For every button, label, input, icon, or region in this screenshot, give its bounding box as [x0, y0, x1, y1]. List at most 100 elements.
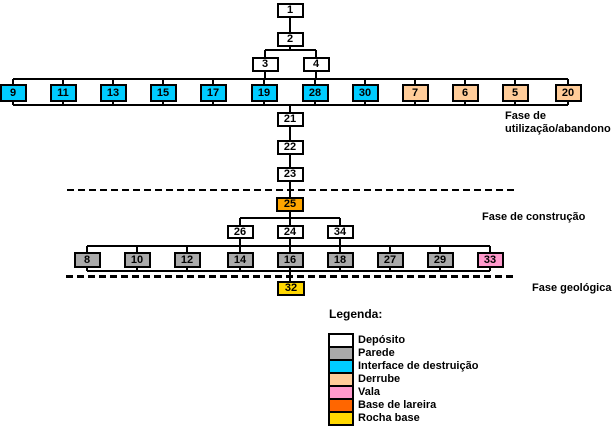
connector-line	[264, 50, 266, 57]
connector-line	[136, 268, 138, 271]
connector-line	[314, 79, 316, 84]
box-10: 10	[123, 252, 151, 268]
box-33: 33	[476, 252, 504, 268]
connector-line	[13, 78, 568, 80]
box-14: 14	[226, 252, 254, 268]
legend-item: Rocha base	[328, 411, 478, 426]
legend-label-vala: Vala	[358, 386, 381, 398]
phase-label-utilizacao-abandono: Fase de utilização/abandono	[505, 110, 611, 135]
box-7: 7	[401, 84, 429, 102]
connector-line	[289, 239, 291, 246]
connector-line	[289, 268, 291, 271]
box-29: 29	[426, 252, 454, 268]
box-2: 2	[276, 32, 304, 47]
connector-line	[339, 246, 341, 252]
legend-label-rocha-base: Rocha base	[358, 412, 420, 424]
connector-line	[86, 246, 88, 252]
connector-line	[464, 102, 466, 105]
connector-line	[265, 49, 316, 51]
connector-line	[239, 239, 241, 246]
box-21: 21	[276, 112, 304, 127]
connector-line	[314, 102, 316, 105]
legend: Legenda: Depósito Parede Interface de de…	[328, 307, 478, 426]
box-15: 15	[149, 84, 177, 102]
box-26: 26	[226, 225, 254, 239]
connector-line	[263, 79, 265, 84]
box-12: 12	[173, 252, 201, 268]
box-9: 9	[0, 84, 27, 102]
connector-line	[567, 102, 569, 105]
connector-line	[289, 47, 291, 50]
box-24: 24	[276, 225, 304, 239]
legend-label-parede: Parede	[358, 347, 395, 359]
legend-label-deposito: Depósito	[358, 334, 406, 346]
box-11: 11	[49, 84, 77, 102]
legend-label-interface-destruicao: Interface de destruição	[358, 360, 479, 372]
connector-line	[239, 218, 241, 225]
legend-item: Base de lareira	[328, 398, 478, 413]
connector-line	[112, 79, 114, 84]
box-27: 27	[376, 252, 404, 268]
connector-line	[514, 79, 516, 84]
connector-line	[162, 102, 164, 105]
connector-line	[315, 50, 317, 57]
box-19: 19	[250, 84, 278, 102]
box-22: 22	[276, 140, 304, 155]
connector-line	[86, 268, 88, 271]
connector-line	[264, 72, 266, 79]
box-3: 3	[251, 57, 279, 72]
connector-line	[12, 79, 14, 84]
connector-line	[186, 268, 188, 271]
connector-line	[389, 246, 391, 252]
connector-line	[339, 239, 341, 246]
box-25: 25	[276, 197, 304, 212]
box-23: 23	[276, 167, 304, 182]
box-18: 18	[326, 252, 354, 268]
connector-line	[239, 246, 241, 252]
connector-line	[339, 218, 341, 225]
connector-line	[289, 212, 291, 218]
connector-line	[289, 18, 291, 32]
connector-line	[289, 155, 291, 167]
connector-line	[364, 102, 366, 105]
connector-line	[289, 218, 291, 225]
box-5: 5	[501, 84, 529, 102]
connector-line	[514, 102, 516, 105]
phase-separator-1	[67, 189, 514, 191]
phase-label-geologica: Fase geológica	[532, 282, 612, 294]
connector-line	[364, 79, 366, 84]
connector-line	[414, 79, 416, 84]
connector-line	[439, 268, 441, 271]
legend-label-base-lareira: Base de lareira	[358, 399, 437, 411]
box-30: 30	[351, 84, 379, 102]
box-34: 34	[326, 225, 354, 239]
connector-line	[315, 72, 317, 79]
connector-line	[489, 246, 491, 252]
box-8: 8	[73, 252, 101, 268]
box-32: 32	[277, 281, 305, 296]
box-4: 4	[302, 57, 330, 72]
connector-line	[87, 270, 490, 272]
box-1: 1	[276, 3, 304, 18]
connector-line	[289, 105, 291, 112]
box-6: 6	[451, 84, 479, 102]
connector-line	[289, 127, 291, 140]
connector-line	[439, 246, 441, 252]
box-16: 16	[276, 252, 304, 268]
connector-line	[464, 79, 466, 84]
box-28: 28	[301, 84, 329, 102]
connector-line	[212, 79, 214, 84]
connector-line	[112, 102, 114, 105]
connector-line	[567, 79, 569, 84]
connector-line	[212, 102, 214, 105]
legend-swatch-rocha-base	[328, 411, 354, 426]
connector-line	[162, 79, 164, 84]
connector-line	[186, 246, 188, 252]
connector-line	[62, 79, 64, 84]
phase-label-construcao: Fase de construção	[482, 211, 586, 223]
connector-line	[414, 102, 416, 105]
phase-separator-2	[66, 275, 514, 278]
connector-line	[239, 268, 241, 271]
box-20: 20	[554, 84, 582, 102]
